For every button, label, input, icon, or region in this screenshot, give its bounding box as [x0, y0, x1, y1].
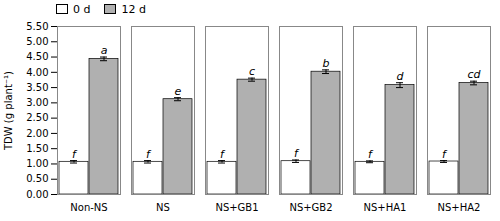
svg-text:b: b [323, 57, 330, 70]
svg-text:3.00: 3.00 [26, 97, 48, 108]
svg-text:0.00: 0.00 [26, 189, 48, 200]
svg-text:2.50: 2.50 [26, 112, 48, 123]
svg-text:NS+GB2: NS+GB2 [289, 202, 332, 213]
svg-text:1.50: 1.50 [26, 143, 48, 154]
svg-text:cd: cd [467, 68, 481, 81]
svg-text:f: f [72, 148, 78, 161]
svg-text:f: f [368, 148, 374, 161]
svg-text:f: f [220, 148, 226, 161]
svg-text:f: f [442, 148, 448, 161]
svg-text:NS+HA1: NS+HA1 [364, 202, 407, 213]
svg-text:f: f [294, 147, 300, 160]
svg-text:5.00: 5.00 [26, 36, 48, 47]
svg-text:NS+GB1: NS+GB1 [215, 202, 258, 213]
svg-text:4.00: 4.00 [26, 67, 48, 78]
svg-text:Non-NS: Non-NS [70, 202, 107, 213]
svg-text:1.00: 1.00 [26, 158, 48, 169]
html-text:12 d: 12 d [121, 2, 146, 16]
svg-text:e: e [175, 85, 182, 98]
svg-text:5.50: 5.50 [26, 21, 48, 32]
svg-text:3.50: 3.50 [26, 82, 48, 93]
svg-text:2.00: 2.00 [26, 128, 48, 139]
svg-text:4.50: 4.50 [26, 51, 48, 62]
svg-text:d: d [397, 70, 405, 83]
svg-text:a: a [101, 44, 108, 57]
svg-text:NS+HA2: NS+HA2 [438, 202, 481, 213]
svg-text:0.50: 0.50 [26, 173, 48, 184]
svg-text:f: f [146, 148, 152, 161]
html-text:0 d: 0 d [73, 2, 91, 16]
svg-text:c: c [249, 65, 255, 78]
svg-text:TDW (g plant⁻¹): TDW (g plant⁻¹) [3, 71, 14, 151]
svg-text:NS: NS [156, 202, 170, 213]
